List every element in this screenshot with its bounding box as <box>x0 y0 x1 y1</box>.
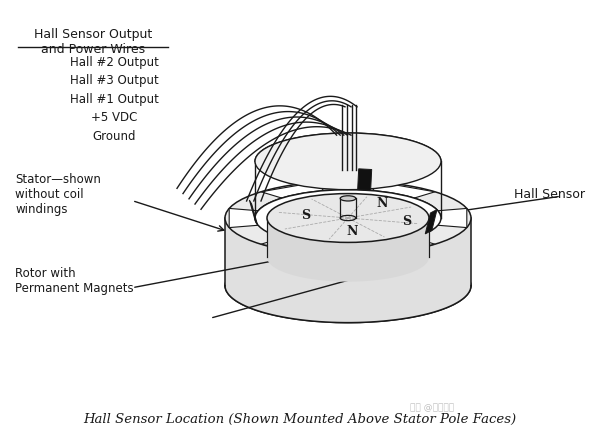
Text: N: N <box>346 225 358 238</box>
Text: Stator—shown
without coil
windings: Stator—shown without coil windings <box>15 173 101 215</box>
Ellipse shape <box>225 181 471 255</box>
Text: S: S <box>402 215 411 228</box>
Text: Hall #1 Output: Hall #1 Output <box>70 93 158 106</box>
Polygon shape <box>436 208 467 228</box>
Text: Ground: Ground <box>92 129 136 143</box>
Ellipse shape <box>225 249 471 323</box>
Polygon shape <box>261 182 325 199</box>
Ellipse shape <box>340 196 356 201</box>
Polygon shape <box>261 237 325 254</box>
Text: S: S <box>301 209 310 222</box>
Ellipse shape <box>255 133 441 190</box>
Text: Rotor with
Permanent Magnets: Rotor with Permanent Magnets <box>15 267 134 295</box>
Text: Hall Sensor: Hall Sensor <box>514 187 585 201</box>
Ellipse shape <box>267 194 429 242</box>
Polygon shape <box>250 200 257 225</box>
Ellipse shape <box>255 190 441 246</box>
Polygon shape <box>371 237 435 254</box>
Text: Hall #2 Output: Hall #2 Output <box>70 56 158 69</box>
Polygon shape <box>229 208 260 228</box>
Text: N: N <box>376 197 388 210</box>
Text: 知乎 @理工日刊: 知乎 @理工日刊 <box>410 403 454 412</box>
Polygon shape <box>358 169 371 191</box>
Text: Hall #3 Output: Hall #3 Output <box>70 74 158 87</box>
Polygon shape <box>267 218 429 282</box>
Text: Hall Sensor Output
and Power Wires: Hall Sensor Output and Power Wires <box>34 28 152 56</box>
Polygon shape <box>425 210 437 234</box>
Polygon shape <box>371 182 435 199</box>
Polygon shape <box>225 218 471 323</box>
Text: +5 VDC: +5 VDC <box>91 111 137 124</box>
Text: Hall Sensor Location (Shown Mounted Above Stator Pole Faces): Hall Sensor Location (Shown Mounted Abov… <box>83 413 517 426</box>
